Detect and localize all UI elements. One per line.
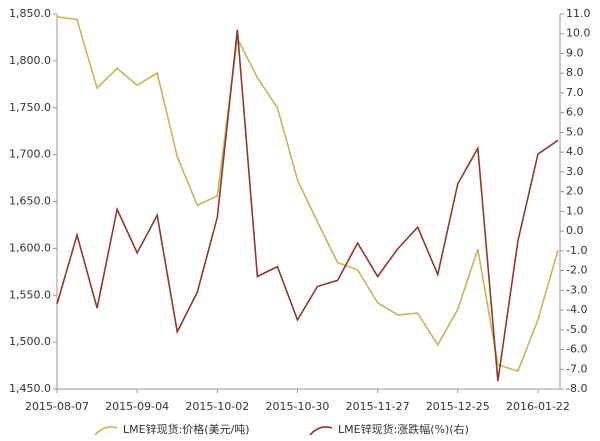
x-tick-label: 2015-11-27 [346,400,410,413]
x-tick-label: 2015-10-02 [185,400,249,413]
y2-tick-label: 9.0 [566,46,584,59]
y-tick-label: 1,700.0 [9,148,51,161]
y-tick-label: 1,450.0 [9,382,51,395]
y2-tick-label: 7.0 [566,86,584,99]
y2-tick-label: -7.0 [566,362,587,375]
y2-tick-label: -4.0 [566,303,587,316]
y2-tick-label: 8.0 [566,66,584,79]
y-tick-label: 1,850.0 [9,7,51,20]
x-tick-label: 2015-09-04 [105,400,169,413]
y2-tick-label: 3.0 [566,165,584,178]
x-tick-label: 2015-10-30 [266,400,330,413]
x-tick-label: 2015-08-07 [25,400,89,413]
y2-tick-label: 2.0 [566,185,584,198]
y2-tick-label: 4.0 [566,145,584,158]
legend-label: LME锌现货:涨跌幅(%)(右) [338,422,469,436]
y2-tick-label: -5.0 [566,323,587,336]
y2-tick-label: 6.0 [566,106,584,119]
y2-tick-label: 0.0 [566,224,584,237]
series-line [56,16,559,373]
legend-swatch [309,426,333,436]
y-tick-label: 1,750.0 [9,101,51,114]
y2-tick-label: 1.0 [566,204,584,217]
y2-tick-label: -2.0 [566,264,587,277]
series-line [56,29,559,382]
y2-tick-label: 11.0 [566,7,591,20]
y-tick-label: 1,500.0 [9,335,51,348]
y2-tick-label: 10.0 [566,27,591,40]
y2-tick-label: 5.0 [566,125,584,138]
y-tick-label: 1,550.0 [9,288,51,301]
y2-tick-label: -6.0 [566,343,587,356]
y-tick-label: 1,650.0 [9,195,51,208]
legend-swatch [94,426,118,436]
y2-tick-label: -3.0 [566,283,587,296]
x-tick-label: 2015-12-25 [426,400,490,413]
y2-tick-label: -1.0 [566,244,587,257]
y-tick-label: 1,600.0 [9,241,51,254]
y-tick-label: 1,800.0 [9,54,51,67]
x-tick-label: 2016-01-22 [506,400,570,413]
y2-tick-label: -8.0 [566,382,587,395]
legend-label: LME锌现货:价格(美元/吨) [123,422,250,436]
